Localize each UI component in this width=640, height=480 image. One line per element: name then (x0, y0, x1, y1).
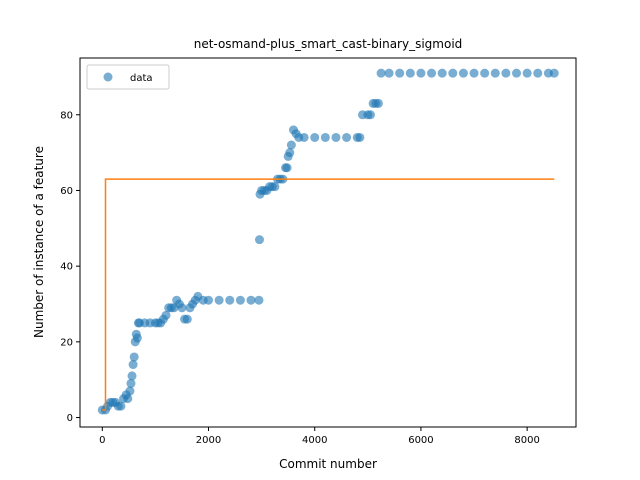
data-point (373, 98, 383, 108)
data-point (533, 68, 543, 78)
x-axis: 0 2000 4000 6000 8000 (99, 427, 540, 446)
y-axis: 0 20 40 60 80 (60, 110, 80, 424)
data-point (126, 378, 136, 388)
data-point (129, 352, 139, 362)
data-point (282, 163, 292, 173)
data-point (501, 68, 511, 78)
fit-line (102, 178, 555, 411)
data-point (320, 132, 330, 142)
data-point (512, 68, 522, 78)
y-axis-label: Number of instance of a feature (32, 146, 46, 338)
data-point (128, 360, 138, 370)
legend-label-data: data (130, 73, 153, 84)
data-point (254, 235, 264, 245)
y-tick-label: 0 (67, 413, 73, 424)
data-point (384, 68, 394, 78)
data-point (299, 132, 309, 142)
x-axis-label: Commit number (279, 457, 377, 471)
x-tick-label: 4000 (302, 435, 327, 446)
y-tick-label: 20 (60, 337, 73, 348)
data-point (286, 140, 296, 150)
plot-area (97, 68, 559, 415)
data-point (225, 295, 235, 305)
data-point (490, 68, 500, 78)
data-point (437, 68, 447, 78)
x-tick-label: 8000 (514, 435, 539, 446)
data-point (116, 401, 126, 411)
data-point (182, 314, 192, 324)
y-tick-label: 80 (60, 110, 73, 121)
axes-frame (79, 57, 577, 428)
data-point (254, 295, 264, 305)
data-point (458, 68, 468, 78)
data-point (355, 132, 365, 142)
data-point (365, 110, 375, 120)
data-point (125, 386, 135, 396)
y-tick-label: 40 (60, 262, 73, 273)
x-tick-label: 2000 (196, 435, 221, 446)
data-point (469, 68, 479, 78)
data-point (416, 68, 426, 78)
data-point (161, 310, 171, 320)
data-point (285, 148, 295, 158)
data-point (395, 68, 405, 78)
data-point (448, 68, 458, 78)
data-point (405, 68, 415, 78)
legend: data (86, 64, 170, 90)
data-point (123, 394, 133, 404)
data-point (204, 295, 214, 305)
data-point (127, 371, 137, 381)
data-point (214, 295, 224, 305)
legend-marker-data (103, 72, 113, 82)
data-point (522, 68, 532, 78)
data-point (342, 132, 352, 142)
data-point (177, 303, 187, 313)
data-point (549, 68, 559, 78)
x-tick-label: 6000 (408, 435, 433, 446)
data-point (331, 132, 341, 142)
data-point (235, 295, 245, 305)
data-point (132, 333, 142, 343)
x-tick-label: 0 (99, 435, 105, 446)
data-point (310, 132, 320, 142)
y-tick-label: 60 (60, 186, 73, 197)
data-point (427, 68, 437, 78)
data-point (270, 182, 280, 192)
chart-title: net-osmand-plus_smart_cast-binary_sigmoi… (194, 37, 463, 51)
data-point (480, 68, 490, 78)
data-point (376, 68, 386, 78)
data-point (246, 295, 256, 305)
legend-box (86, 64, 170, 90)
